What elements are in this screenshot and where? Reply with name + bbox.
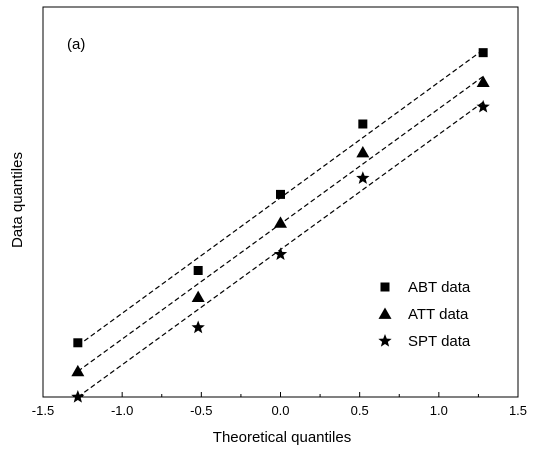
legend-label: SPT data — [408, 333, 471, 350]
legend-marker-star — [378, 334, 392, 347]
data-point-square — [276, 189, 285, 199]
legend-marker-triangle — [378, 307, 392, 319]
x-axis-label: Theoretical quantiles — [213, 429, 351, 446]
panel-label: (a) — [67, 36, 85, 53]
data-point-star — [191, 320, 205, 334]
data-point-triangle — [476, 75, 490, 88]
data-point-star — [71, 390, 85, 403]
data-point-star — [356, 171, 370, 184]
data-point-square — [478, 48, 488, 58]
data-point-star — [476, 99, 490, 113]
x-tick-label: -0.5 — [190, 403, 212, 418]
data-points — [71, 48, 490, 403]
x-tick-label: 0.0 — [271, 403, 289, 418]
legend-marker-square — [380, 282, 390, 292]
data-point-square — [358, 119, 368, 129]
data-point-square — [193, 265, 203, 275]
data-point-square — [73, 338, 83, 348]
y-axis-label: Data quantiles — [9, 152, 26, 248]
x-tick-label: 1.5 — [509, 403, 527, 418]
x-tick-label: -1.0 — [111, 403, 133, 418]
legend: ABT data ATT data SPT data — [378, 279, 471, 350]
x-axis-ticks: -1.5 -1.0 -0.5 0.0 0.5 1.0 1.5 — [32, 392, 527, 418]
data-point-triangle — [356, 146, 370, 158]
data-point-triangle — [71, 364, 85, 377]
legend-label: ABT data — [408, 279, 471, 296]
legend-label: ATT data — [408, 306, 469, 323]
x-tick-label: 0.5 — [351, 403, 369, 418]
data-point-triangle — [274, 216, 287, 228]
x-tick-label: 1.0 — [430, 403, 448, 418]
x-tick-label: -1.5 — [32, 403, 54, 418]
data-point-star — [273, 247, 288, 260]
data-point-triangle — [191, 290, 205, 302]
